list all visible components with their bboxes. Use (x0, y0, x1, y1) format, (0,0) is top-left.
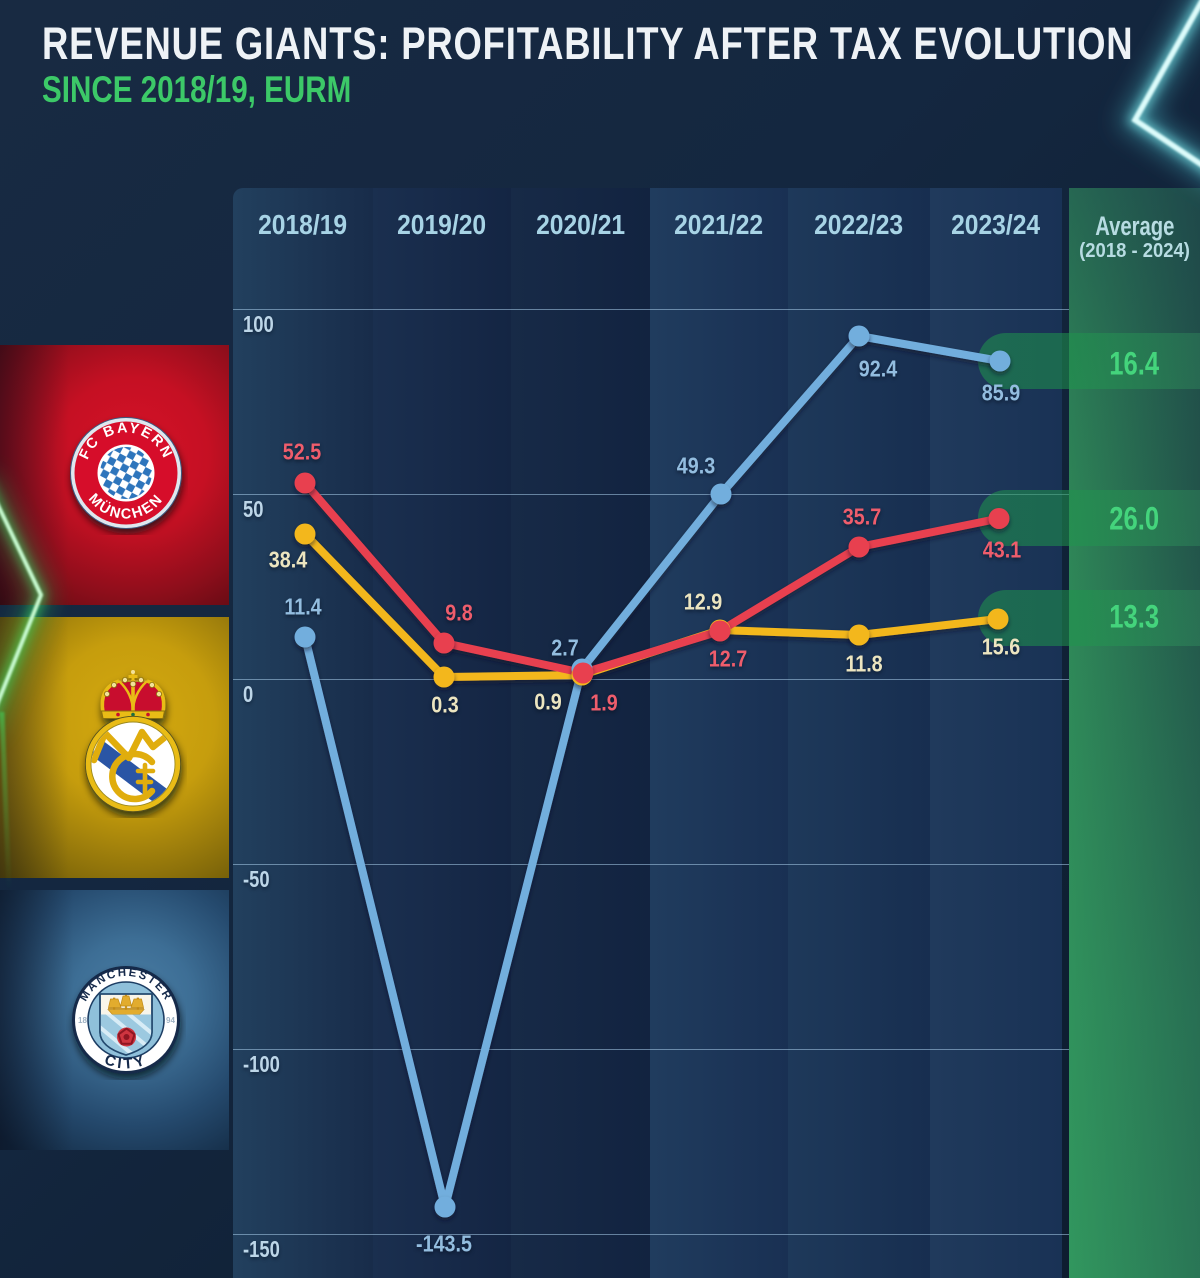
svg-text:CITY: CITY (102, 1051, 149, 1073)
svg-text:18: 18 (78, 1016, 87, 1025)
svg-text:94: 94 (166, 1016, 175, 1025)
